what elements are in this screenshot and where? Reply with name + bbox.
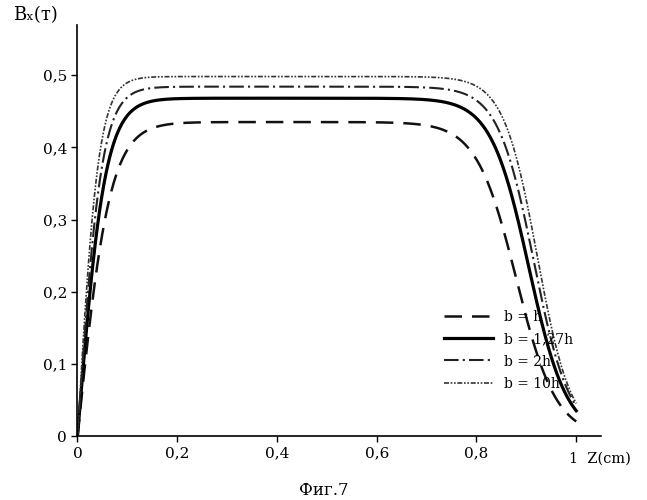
Line: b = 1,27h: b = 1,27h <box>78 98 576 436</box>
b = 10h <box>573 400 580 406</box>
b = 10h <box>99 132 107 138</box>
b = 1,27h <box>316 95 324 101</box>
b = h <box>303 119 311 125</box>
b = 2h <box>558 372 565 378</box>
Line: b = h: b = h <box>78 122 576 436</box>
b = 10h <box>74 434 82 440</box>
b = h <box>558 404 566 410</box>
b = 2h <box>316 84 324 89</box>
Text: 1  Z(cm): 1 Z(cm) <box>569 452 631 466</box>
b = h <box>99 228 107 234</box>
b = 10h <box>558 364 565 370</box>
b = 1,27h <box>303 95 311 101</box>
b = 2h <box>99 158 107 164</box>
Legend: b = h, b = 1,27h, b = 2h, b = 10h: b = h, b = 1,27h, b = 2h, b = 10h <box>439 304 578 396</box>
b = 10h <box>257 74 265 80</box>
b = 10h <box>316 74 324 80</box>
b = h <box>466 148 474 154</box>
b = 1,27h <box>99 186 107 192</box>
b = 2h <box>264 84 272 89</box>
b = 1,27h <box>466 110 474 116</box>
b = 1,27h <box>271 95 279 101</box>
b = 2h <box>74 434 82 440</box>
b = 2h <box>303 84 311 89</box>
b = h <box>278 119 286 125</box>
b = 1,27h <box>573 408 580 414</box>
b = 2h <box>466 94 474 100</box>
b = 1,27h <box>74 434 82 440</box>
b = h <box>558 404 565 410</box>
Text: Фиг.7: Фиг.7 <box>299 482 348 499</box>
b = 1,27h <box>558 382 565 388</box>
b = 10h <box>466 80 474 86</box>
b = h <box>316 119 324 125</box>
Line: b = 10h: b = 10h <box>78 76 576 436</box>
b = h <box>573 418 580 424</box>
b = 2h <box>573 403 580 409</box>
b = 1,27h <box>558 384 566 390</box>
b = 2h <box>558 373 566 379</box>
Y-axis label: Bₓ(т): Bₓ(т) <box>13 6 58 25</box>
b = 10h <box>303 74 311 80</box>
b = 10h <box>558 366 566 372</box>
Line: b = 2h: b = 2h <box>78 86 576 436</box>
b = h <box>74 434 82 440</box>
